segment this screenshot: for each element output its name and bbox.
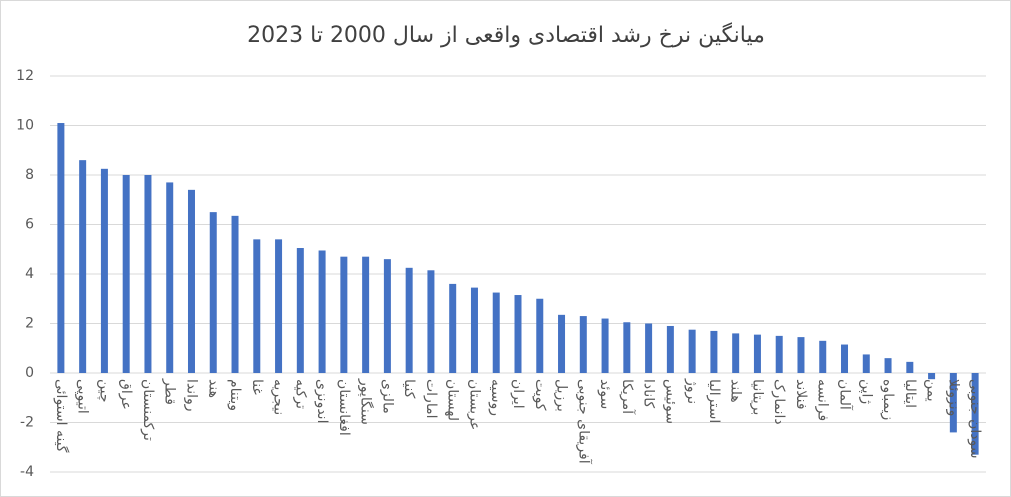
x-tick-label: عراق (118, 379, 134, 410)
bar (949, 373, 957, 433)
bar (928, 373, 936, 380)
y-tick-label: -4 (20, 464, 34, 480)
x-tick-label: عربستان (466, 379, 482, 430)
bar (819, 340, 827, 373)
x-tick-label: رواندا (183, 379, 199, 412)
x-tick-label: آلمان (837, 379, 854, 411)
x-tick-label: زیمباوه (880, 379, 896, 420)
bar (100, 168, 108, 373)
y-tick-label: 6 (25, 217, 34, 233)
bar (862, 354, 870, 373)
x-tick-label: ترکیه (292, 379, 308, 409)
x-tick-label: کانادا (641, 379, 657, 409)
bar (841, 344, 849, 373)
x-tick-label: سوئد (597, 379, 613, 409)
bar (122, 175, 130, 373)
y-tick-label: 4 (25, 266, 34, 282)
x-tick-label: اتیوپی (75, 379, 91, 414)
y-tick-label: 12 (16, 68, 34, 84)
bar (884, 358, 892, 373)
bar (209, 212, 217, 373)
bar (797, 337, 805, 373)
bar (688, 329, 696, 373)
bar (362, 256, 370, 373)
bar (536, 298, 544, 373)
x-tick-label: هلند (728, 379, 744, 403)
bar (645, 323, 653, 373)
x-tick-label: افغانستان (336, 379, 352, 436)
x-tick-label: روسیه (488, 379, 504, 416)
bar (427, 270, 435, 373)
x-tick-label: چین (96, 379, 112, 403)
bar (318, 250, 326, 373)
bar (449, 283, 457, 373)
x-tick-label: ترکمنستان (140, 379, 156, 441)
bar (753, 334, 761, 373)
bar (623, 322, 631, 373)
x-tick-label: قطر (162, 378, 178, 405)
x-tick-label: غنا (249, 379, 265, 395)
x-tick-label: نروژ (684, 378, 700, 404)
bar (492, 292, 500, 373)
x-tick-label: نیجریه (271, 379, 287, 415)
bar (906, 361, 914, 373)
x-tick-label: سنگاپور (358, 378, 375, 425)
bar (187, 189, 195, 373)
x-tick-label: برزیل (554, 379, 570, 412)
x-tick-label: ویتنام (227, 379, 243, 411)
x-tick-label: آمریکا (619, 379, 636, 415)
x-tick-label: لهستان (445, 379, 461, 421)
y-tick-label: 2 (25, 316, 34, 332)
bar (470, 287, 478, 373)
x-tick-label: امارات (423, 379, 439, 418)
bar (405, 267, 413, 373)
bar (231, 215, 239, 373)
y-tick-label: 10 (16, 118, 34, 134)
bar (579, 316, 587, 373)
x-tick-label: ونزوئلا (945, 379, 961, 416)
bar (732, 333, 740, 373)
x-tick-label: اندونزی (314, 379, 330, 423)
x-tick-label: ایران (510, 379, 526, 409)
bar (558, 314, 566, 373)
bar (144, 175, 152, 373)
bar (514, 295, 522, 373)
bar (340, 256, 348, 373)
x-tick-label: ژاپن (858, 379, 874, 404)
x-tick-label: یمن (924, 379, 940, 402)
x-tick-label: هند (205, 379, 221, 398)
x-tick-label: گینه استوائی (53, 379, 70, 453)
bar (253, 239, 261, 373)
x-tick-label: فنلاند (793, 379, 809, 410)
x-tick-label: مالزی (379, 379, 395, 414)
chart-title: میانگین نرخ رشد اقتصادی واقعی از سال 200… (247, 22, 765, 48)
y-tick-label: 8 (25, 167, 34, 183)
bar (57, 123, 65, 374)
x-tick-label: بریتانیا (749, 379, 765, 415)
bar (166, 182, 174, 373)
bar (79, 160, 87, 373)
x-tick-label: کنیا (401, 379, 417, 399)
x-tick-label: آفریقای جنوبی (575, 379, 592, 465)
bar (275, 239, 283, 373)
bar (666, 325, 674, 373)
x-tick-label: سودان جنوبی (967, 379, 983, 458)
x-tick-label: دانمارک (771, 379, 787, 425)
bar (383, 259, 391, 373)
bar (601, 318, 609, 373)
bar (971, 373, 979, 455)
x-tick-label: ایتالیا (902, 379, 918, 408)
bar (775, 335, 783, 373)
x-tick-label: سوئیس (662, 379, 678, 424)
y-tick-label: -2 (20, 415, 34, 431)
bar (710, 330, 718, 373)
bar (296, 248, 304, 373)
x-tick-label: فرانسه (815, 379, 831, 421)
y-tick-label: 0 (25, 365, 34, 381)
x-tick-label: استرالیا (706, 379, 722, 423)
x-tick-label: کویت (532, 379, 548, 411)
